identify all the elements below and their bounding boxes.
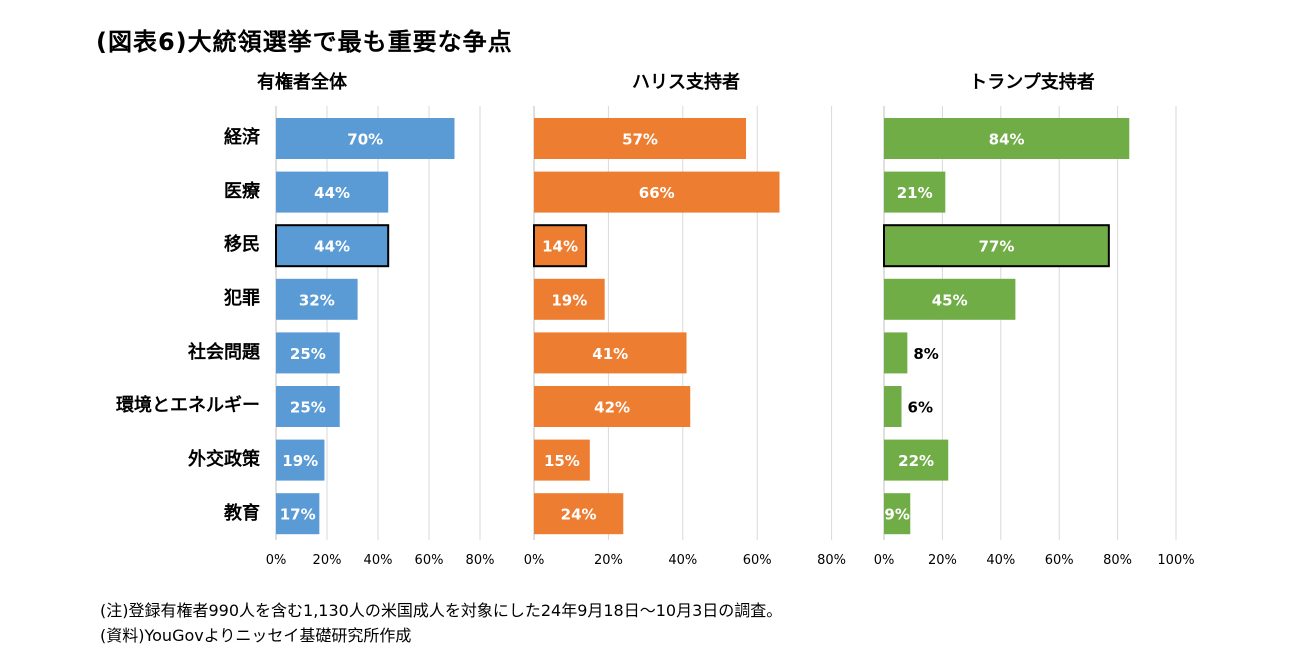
category-label-economy: 経済 [224,127,260,148]
bar-all-7 [276,493,320,535]
bar-harris-7 [534,493,624,535]
category-label-social-issues: 社会問題 [188,342,260,363]
bar-all-0 [276,118,455,159]
tick-label-trump-1: 20% [928,553,957,568]
data-label-trump-3: 45% [932,291,968,309]
data-label-trump-6: 22% [898,452,934,470]
data-label-all-1: 44% [314,184,350,202]
note-source: (資料)YouGovよりニッセイ基礎研究所作成 [100,626,412,645]
bar-all-5 [276,386,340,427]
bar-all-6 [276,439,325,481]
data-label-trump-4: 8% [913,345,938,363]
data-label-harris-7: 24% [561,506,597,524]
data-label-all-2: 44% [314,238,350,256]
data-label-harris-2: 14% [542,238,578,256]
data-label-trump-7: 9% [884,506,909,524]
data-label-all-4: 25% [290,345,326,363]
tick-label-all-3: 60% [415,553,444,568]
data-label-all-7: 17% [280,506,316,524]
bar-trump-4 [884,332,908,374]
data-label-harris-3: 19% [551,291,587,309]
tick-label-all-0: 0% [266,553,287,568]
data-label-trump-2: 77% [978,238,1014,256]
data-label-trump-5: 6% [908,399,933,417]
tick-label-harris-4: 80% [817,553,846,568]
category-label-healthcare: 医療 [224,181,260,202]
bar-harris-1 [534,171,780,213]
tick-label-all-1: 20% [313,553,342,568]
bar-all-3 [276,278,358,320]
bar-trump-0 [884,118,1130,159]
bar-harris-3 [534,278,605,320]
data-label-all-5: 25% [290,399,326,417]
bar-trump-5 [884,386,902,427]
tick-label-harris-2: 40% [668,553,697,568]
bar-harris-2 [533,224,588,268]
data-label-harris-6: 15% [544,452,580,470]
category-label-foreign-policy: 外交政策 [188,449,260,470]
data-label-harris-0: 57% [622,131,658,149]
bar-harris-5 [534,386,691,427]
panel-title-harris: ハリス支持者 [632,72,740,93]
data-label-all-0: 70% [347,131,383,149]
data-label-harris-1: 66% [639,184,675,202]
bar-trump-1 [884,171,946,213]
bar-trump-3 [884,278,1016,320]
bar-all-2 [275,224,390,268]
bar-all-4 [276,332,340,374]
data-label-trump-0: 84% [989,131,1025,149]
bar-trump-6 [884,439,949,481]
tick-label-harris-1: 20% [594,553,623,568]
tick-label-trump-5: 100% [1157,553,1194,568]
category-label-environment-energy: 環境とエネルギー [116,395,260,416]
data-label-harris-5: 42% [594,399,630,417]
note-survey: (注)登録有権者990人を含む1,130人の米国成人を対象にした24年9月18日… [100,601,783,620]
data-label-all-3: 32% [299,291,335,309]
bar-harris-6 [534,439,590,481]
bar-all-1 [276,171,389,213]
tick-label-trump-2: 40% [986,553,1015,568]
bar-trump-7 [884,493,911,535]
panel-title-all: 有権者全体 [257,72,347,93]
data-label-trump-1: 21% [897,184,933,202]
category-label-immigration: 移民 [224,234,260,255]
category-label-crime: 犯罪 [224,288,260,309]
tick-label-trump-3: 60% [1045,553,1074,568]
tick-label-harris-3: 60% [743,553,772,568]
chart-title: (図表6)大統領選挙で最も重要な争点 [96,28,513,56]
tick-label-trump-4: 80% [1103,553,1132,568]
tick-label-all-2: 40% [364,553,393,568]
category-label-education: 教育 [224,503,260,524]
panel-title-trump: トランプ支持者 [969,72,1095,93]
tick-label-trump-0: 0% [874,553,895,568]
tick-label-harris-0: 0% [524,553,545,568]
bar-harris-0 [534,118,747,159]
bar-trump-2 [883,224,1110,268]
data-label-all-6: 19% [282,452,318,470]
data-label-harris-4: 41% [592,345,628,363]
bar-harris-4 [534,332,687,374]
tick-label-all-4: 80% [466,553,495,568]
